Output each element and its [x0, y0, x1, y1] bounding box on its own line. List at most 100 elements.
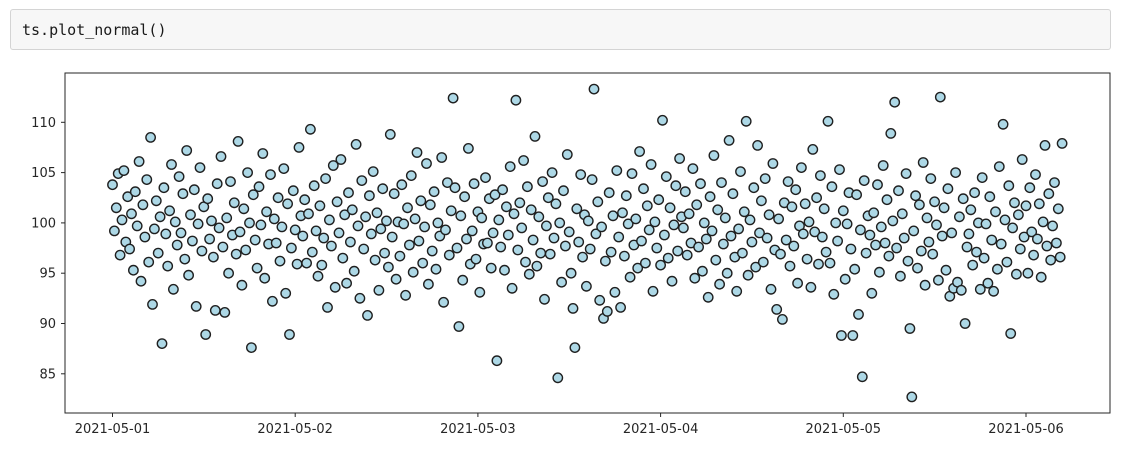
data-point — [1026, 226, 1038, 238]
data-point — [1052, 203, 1064, 215]
y-tick-label: 85 — [39, 367, 56, 382]
data-point — [522, 181, 533, 193]
data-point — [698, 217, 710, 229]
data-point — [312, 270, 324, 282]
data-point — [158, 182, 170, 194]
data-point — [546, 167, 558, 179]
data-point — [373, 284, 385, 296]
data-point — [242, 167, 254, 179]
data-point — [664, 202, 676, 214]
data-point — [304, 123, 316, 135]
data-point — [565, 267, 577, 279]
data-point — [582, 215, 594, 227]
data-point — [839, 273, 851, 285]
data-point — [348, 265, 360, 277]
data-point — [712, 204, 724, 216]
data-point — [914, 199, 925, 211]
data-point — [695, 178, 706, 190]
data-point — [1016, 154, 1028, 165]
data-point — [716, 177, 727, 189]
data-point — [670, 180, 682, 192]
data-point — [160, 228, 172, 240]
data-point — [910, 190, 921, 202]
data-point — [925, 173, 937, 185]
data-point — [539, 293, 550, 305]
data-point — [832, 235, 843, 247]
data-point — [575, 169, 587, 181]
data-point — [868, 207, 880, 219]
data-point — [588, 83, 600, 95]
data-point — [445, 205, 457, 217]
data-point — [659, 229, 670, 241]
x-tick-label: 2021-05-02 — [257, 422, 333, 437]
data-point — [777, 313, 788, 325]
data-point — [411, 147, 423, 158]
data-point — [954, 211, 965, 223]
data-point — [638, 183, 649, 195]
data-point — [881, 194, 893, 206]
data-point — [287, 185, 299, 197]
data-point — [731, 285, 743, 297]
code-cell[interactable]: ts.plot_normal() — [10, 9, 1111, 50]
data-point — [820, 246, 832, 258]
data-point — [190, 300, 202, 312]
data-point — [323, 214, 335, 226]
data-point — [974, 283, 986, 295]
data-point — [531, 260, 543, 272]
data-point — [223, 267, 235, 279]
data-point — [525, 204, 537, 216]
data-point — [400, 289, 411, 301]
data-point — [617, 207, 628, 219]
data-point — [963, 228, 975, 240]
data-point — [750, 261, 762, 273]
data-point — [811, 192, 822, 204]
data-point — [875, 221, 887, 233]
data-point — [803, 216, 815, 228]
data-point — [377, 183, 389, 195]
y-tick-label: 105 — [31, 166, 56, 181]
data-point — [889, 96, 901, 108]
data-point — [929, 196, 940, 208]
data-point — [1045, 254, 1057, 266]
data-point — [801, 253, 813, 265]
data-point — [1005, 328, 1017, 339]
data-point — [571, 203, 583, 215]
data-point — [238, 203, 250, 215]
data-point — [124, 243, 136, 255]
data-point — [959, 318, 971, 329]
data-point — [247, 189, 259, 201]
data-point — [249, 234, 261, 246]
data-point — [700, 233, 712, 245]
data-point — [1028, 249, 1040, 261]
data-point — [584, 243, 596, 255]
data-point — [1047, 220, 1059, 232]
data-point — [919, 279, 931, 291]
data-point — [234, 226, 246, 238]
data-point — [841, 218, 853, 230]
data-point — [636, 235, 647, 247]
data-point — [405, 170, 417, 182]
data-point — [681, 249, 693, 261]
data-point — [282, 198, 293, 210]
x-tick-label: 2021-05-03 — [440, 422, 516, 437]
data-point — [337, 252, 349, 264]
data-point — [365, 228, 377, 240]
data-point — [782, 176, 794, 188]
data-point — [502, 229, 514, 241]
data-point — [1051, 237, 1062, 249]
data-point — [520, 256, 531, 268]
data-point — [615, 301, 626, 313]
data-point — [512, 244, 524, 256]
data-point — [135, 275, 147, 287]
data-point — [906, 391, 918, 403]
data-point — [923, 236, 935, 248]
data-point — [921, 212, 933, 224]
data-point — [1013, 209, 1024, 221]
data-point — [360, 211, 371, 223]
data-point — [891, 242, 902, 254]
data-point — [541, 220, 552, 232]
data-point — [419, 221, 430, 233]
data-point — [596, 221, 607, 233]
data-point — [133, 156, 145, 167]
data-point — [265, 169, 276, 181]
